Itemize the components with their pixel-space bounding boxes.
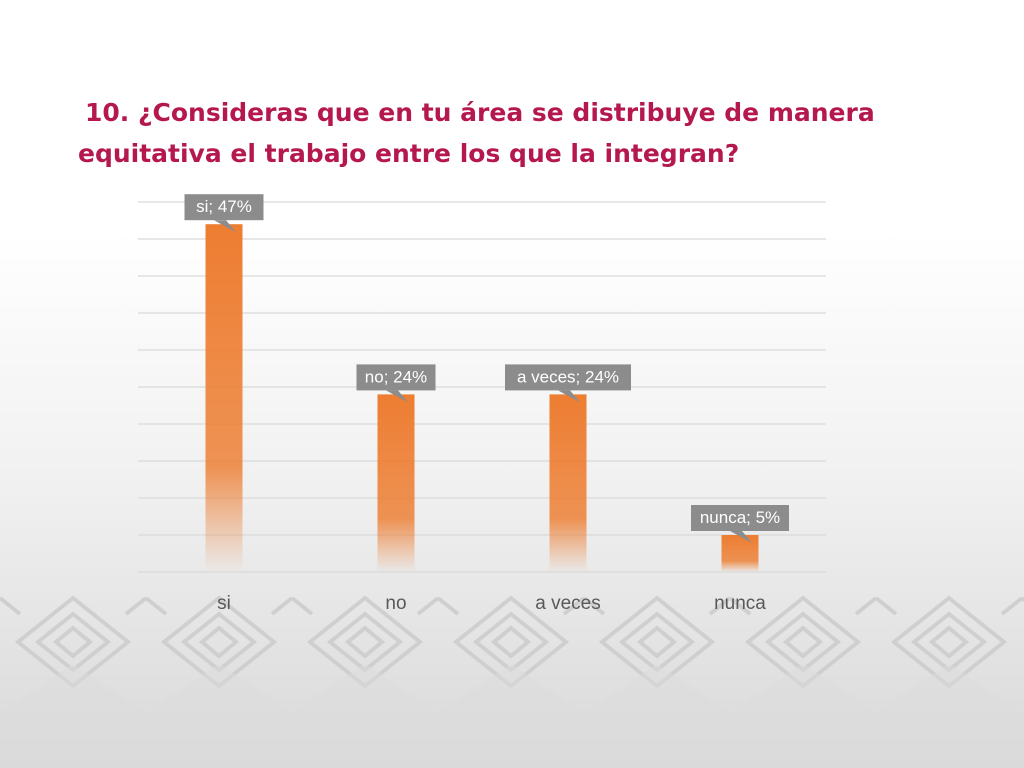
data-label-box bbox=[691, 505, 789, 531]
bar-no bbox=[377, 394, 415, 572]
data-label-pointer bbox=[558, 390, 580, 403]
bar-a-veces bbox=[549, 394, 587, 572]
data-label: nunca; 5% bbox=[700, 508, 780, 527]
data-label-pointer bbox=[214, 220, 236, 233]
data-label: si; 47% bbox=[196, 197, 252, 216]
bar-nunca bbox=[721, 535, 759, 572]
x-tick-label: si bbox=[217, 593, 231, 614]
decorative-pattern-band bbox=[0, 592, 1024, 768]
data-label-box bbox=[505, 364, 631, 391]
x-tick-label: a veces bbox=[535, 593, 600, 614]
x-tick-label: no bbox=[385, 593, 406, 614]
data-label-pointer bbox=[386, 390, 408, 403]
data-label-box bbox=[184, 194, 264, 221]
x-tick-label: nunca bbox=[714, 593, 766, 614]
slide-title-line-1: 10. ¿Consideras que en tu área se distri… bbox=[85, 98, 875, 127]
data-label-pointer bbox=[730, 531, 752, 543]
slide-title-line-2: equitativa el trabajo entre los que la i… bbox=[78, 139, 740, 168]
bar-si bbox=[205, 224, 243, 572]
data-label: no; 24% bbox=[365, 367, 427, 386]
data-label: a veces; 24% bbox=[517, 367, 619, 386]
slide-title: 10. ¿Consideras que en tu área se distri… bbox=[78, 92, 958, 174]
data-label-box bbox=[356, 364, 436, 391]
